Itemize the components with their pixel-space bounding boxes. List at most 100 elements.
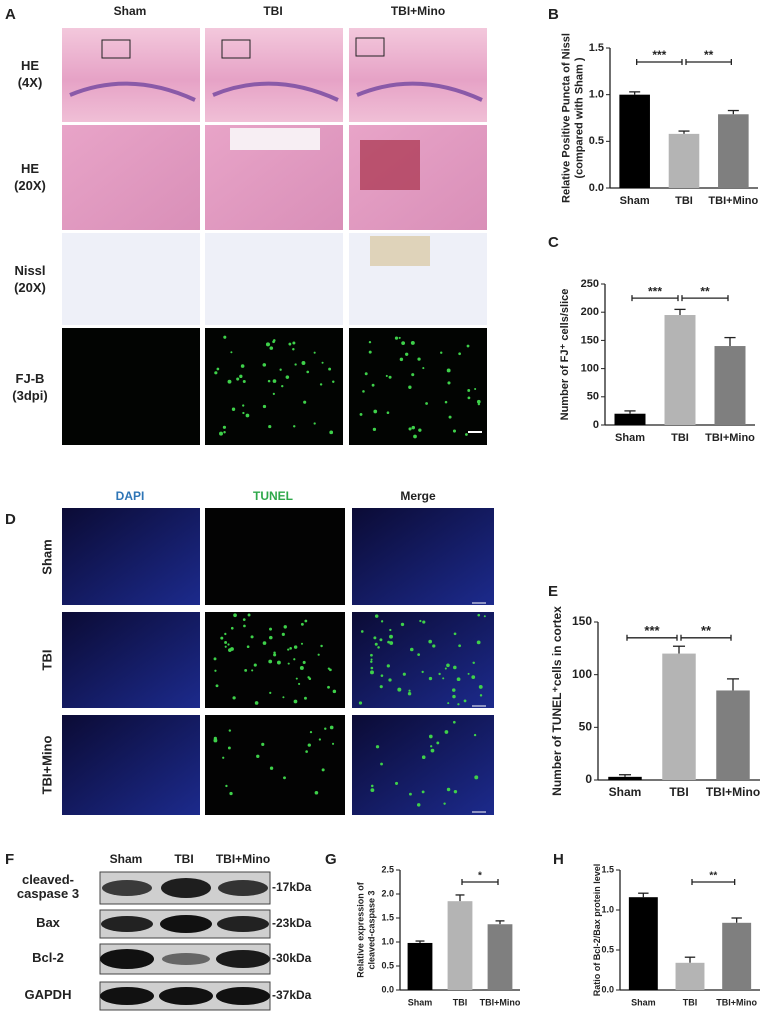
decoration <box>213 657 217 661</box>
bar <box>716 690 750 780</box>
blot-label-line: caspase 3 <box>17 886 79 901</box>
panel-label: A <box>5 6 16 23</box>
decoration <box>299 665 304 670</box>
decoration <box>324 727 327 730</box>
decoration <box>359 412 363 416</box>
decoration <box>213 738 218 743</box>
decoration <box>379 685 383 689</box>
decoration <box>453 789 458 794</box>
blot-label-line: GAPDH <box>25 987 72 1002</box>
decoration <box>443 802 446 805</box>
decoration <box>394 336 399 340</box>
decoration <box>370 784 374 788</box>
decoration <box>386 664 390 668</box>
decoration <box>477 403 481 406</box>
decoration <box>328 367 332 371</box>
decoration <box>261 742 265 746</box>
decoration <box>273 651 276 654</box>
decoration <box>242 411 245 415</box>
significance-bracket <box>636 59 683 65</box>
decoration <box>405 352 409 356</box>
decoration <box>452 694 456 699</box>
decoration <box>413 434 417 439</box>
decoration <box>418 428 422 432</box>
decoration <box>446 663 450 668</box>
decoration <box>362 390 365 393</box>
molecular-weight: -30kDa <box>272 951 312 965</box>
decoration <box>227 643 230 646</box>
decoration <box>389 634 393 639</box>
decoration <box>385 374 388 377</box>
y-tick-label: 1.0 <box>381 936 394 946</box>
panel-label: H <box>553 851 564 868</box>
decoration <box>370 788 375 793</box>
decoration <box>474 775 479 780</box>
y-tick-label: 0.0 <box>589 182 604 194</box>
decoration <box>408 689 411 692</box>
bar <box>614 413 646 425</box>
decoration <box>399 357 404 362</box>
row-label: TBI+Mino <box>39 736 54 795</box>
row-label: FJ-B (3dpi) <box>12 371 47 403</box>
decoration <box>370 666 374 670</box>
decoration <box>419 619 422 623</box>
decoration <box>408 385 412 389</box>
decoration <box>430 745 433 748</box>
y-tick-label: 100 <box>572 667 592 681</box>
column-header: Sham <box>110 852 143 866</box>
decoration <box>239 374 243 379</box>
decoration <box>374 614 379 618</box>
decoration <box>432 644 436 648</box>
bar <box>664 315 696 425</box>
decoration <box>294 363 297 366</box>
decoration <box>320 644 323 648</box>
y-tick-label: 1.5 <box>381 912 394 922</box>
decoration <box>304 696 307 700</box>
decoration <box>379 638 383 642</box>
decoration <box>456 677 461 682</box>
y-tick-label: 100 <box>581 363 599 375</box>
western-blots <box>99 871 271 1011</box>
decoration <box>303 400 307 404</box>
decoration <box>446 368 451 373</box>
decoration <box>417 357 421 361</box>
row-label: Sham <box>39 539 54 574</box>
decoration <box>321 768 325 772</box>
decoration <box>447 381 451 385</box>
decoration <box>380 674 384 677</box>
significance-label: *** <box>648 284 662 298</box>
row-label-line: HE <box>21 58 39 73</box>
significance-label: ** <box>701 623 712 638</box>
decoration <box>244 668 248 672</box>
decoration <box>242 380 246 384</box>
decoration <box>444 730 449 734</box>
y-axis-label-line: Relative expression of <box>356 881 366 978</box>
decoration <box>410 340 415 345</box>
x-tick-label: TBI <box>683 997 698 1007</box>
decoration <box>408 427 412 431</box>
bar <box>619 94 650 188</box>
row-label-line: FJ-B <box>16 371 45 386</box>
y-axis-label-line: (compared with Sham ) <box>573 57 585 178</box>
decoration <box>283 625 287 629</box>
blot-label: GAPDH <box>25 987 72 1002</box>
decoration <box>422 367 425 370</box>
panel-label: E <box>548 583 558 600</box>
x-tick-label: TBI+Mino <box>708 195 758 207</box>
decoration <box>269 627 273 631</box>
y-tick-label: 1.0 <box>589 89 604 101</box>
decoration <box>314 790 319 795</box>
decoration <box>306 370 310 374</box>
decoration <box>305 750 308 753</box>
y-tick-label: 200 <box>581 306 599 318</box>
decoration <box>292 348 295 351</box>
decoration <box>287 662 290 665</box>
molecular-weight: -23kDa <box>272 916 312 930</box>
x-tick-label: TBI <box>669 785 688 799</box>
decoration <box>380 620 384 623</box>
decoration <box>370 658 373 661</box>
decoration <box>467 396 471 400</box>
decoration <box>293 645 298 649</box>
decoration <box>397 687 402 692</box>
decoration <box>279 368 282 371</box>
